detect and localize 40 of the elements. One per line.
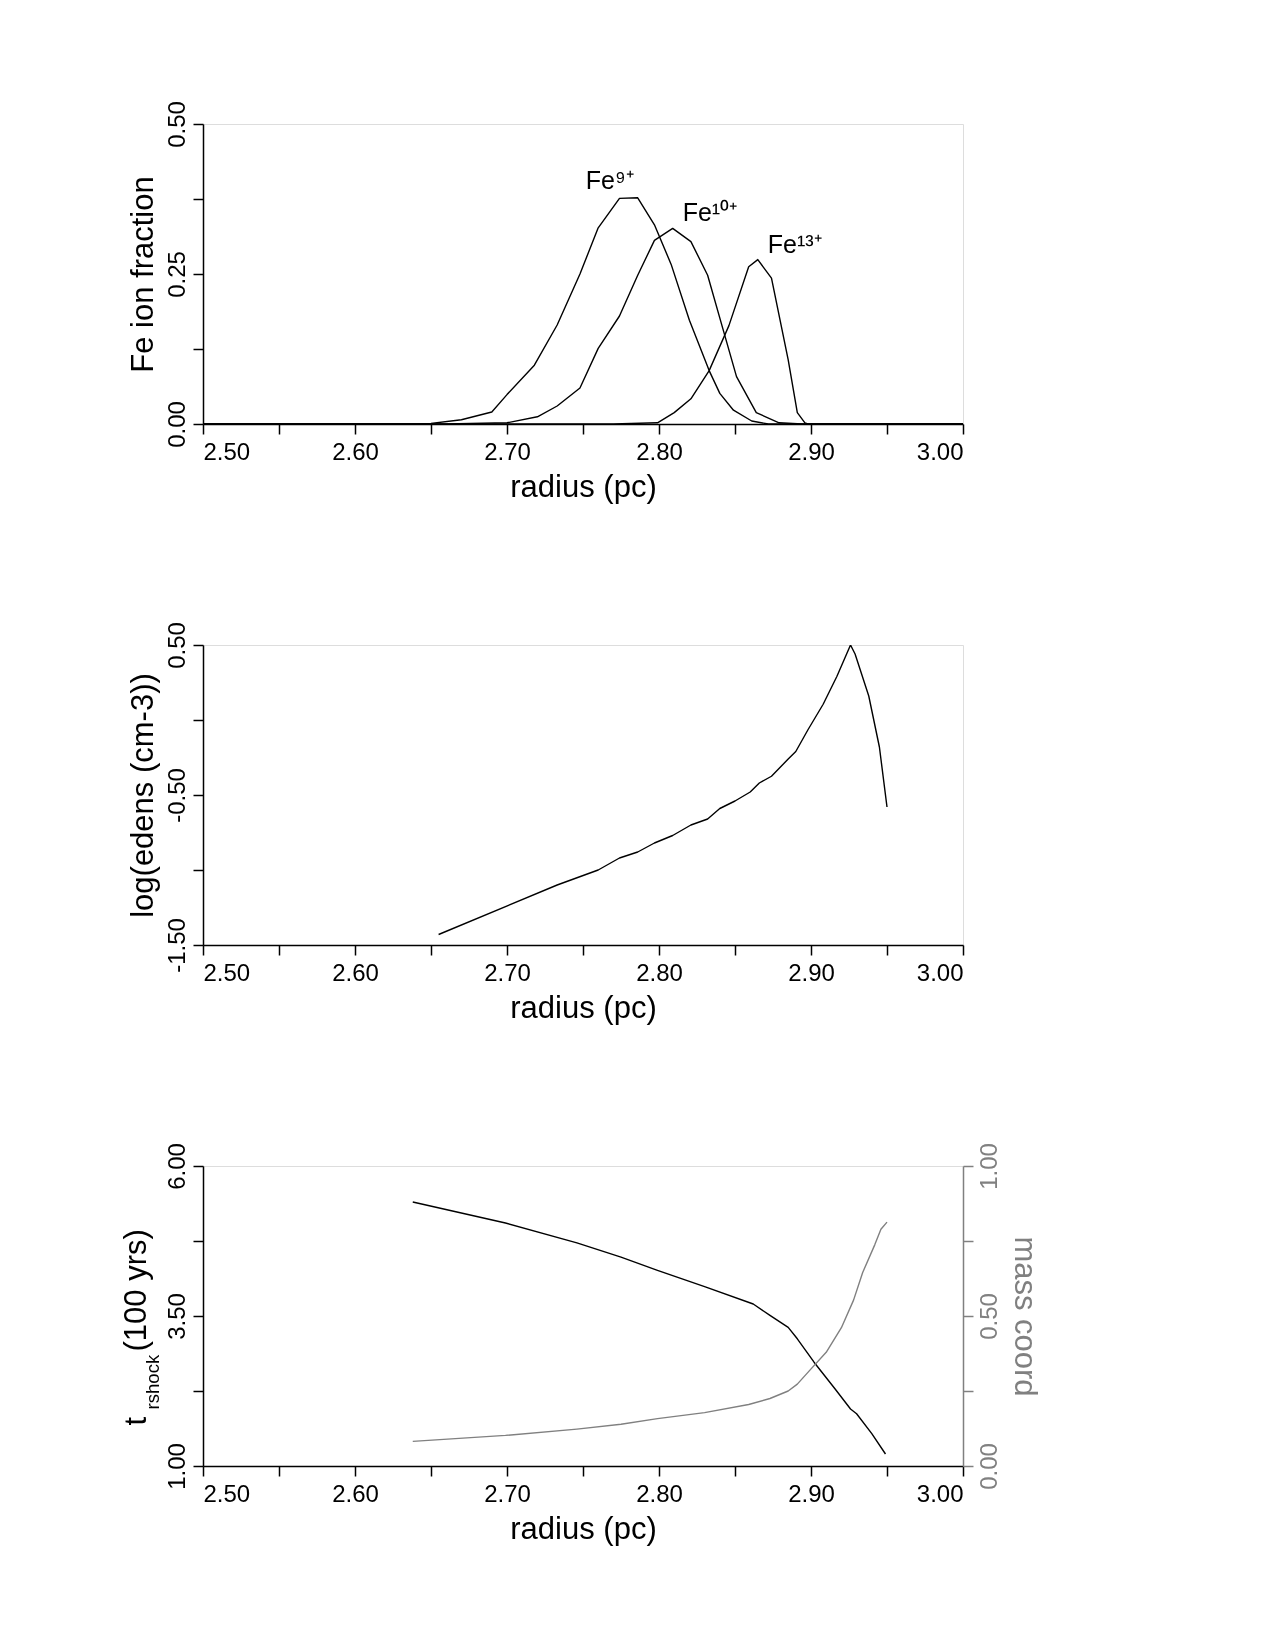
y-tick-label: 0.25	[162, 251, 190, 298]
x-axis-title: radius (pc)	[510, 1510, 657, 1546]
series-label: Fe⁹⁺	[585, 165, 634, 194]
y-tick-label: -1.50	[162, 918, 190, 973]
x-tick-label: 2.90	[788, 1479, 835, 1507]
y-tick-label: 3.50	[162, 1293, 190, 1340]
y-tick-label: 6.00	[162, 1143, 190, 1190]
y-axis-title: trshock(100 yrs)	[118, 1229, 163, 1426]
x-tick-label: 2.80	[636, 1479, 683, 1507]
series-label: Fe¹⁰⁺	[682, 198, 738, 227]
x-tick-label: 2.70	[484, 437, 531, 465]
x-tick-label: 2.70	[484, 1479, 531, 1507]
series-label: Fe¹³⁺	[767, 229, 822, 258]
x-tick-label: 2.90	[788, 958, 835, 986]
x-tick-label: 2.60	[332, 1479, 379, 1507]
y2-tick-label: 0.50	[974, 1293, 1002, 1340]
y-tick-label: 0.50	[162, 101, 190, 148]
x-tick-label: 2.50	[203, 958, 251, 986]
x-tick-label: 2.50	[203, 1479, 251, 1507]
x-tick-label: 2.60	[332, 437, 379, 465]
y2-tick-label: 0.00	[974, 1443, 1002, 1490]
y-tick-label: 0.50	[162, 622, 190, 669]
y2-tick-label: 1.00	[974, 1143, 1002, 1190]
y-axis-title: Fe ion fraction	[124, 176, 160, 373]
y2-axis-title: mass coord	[1007, 1236, 1043, 1397]
y-axis-title: log(edens (cm-3))	[124, 673, 160, 918]
x-tick-label: 2.90	[788, 437, 835, 465]
x-tick-label: 2.60	[332, 958, 379, 986]
x-tick-label: 3.00	[916, 958, 964, 986]
x-axis-title: radius (pc)	[510, 468, 657, 504]
x-tick-label: 2.80	[636, 437, 683, 465]
x-tick-label: 3.00	[916, 1479, 964, 1507]
y-tick-label: 1.00	[162, 1443, 190, 1490]
x-tick-label: 2.80	[636, 958, 683, 986]
x-axis-title: radius (pc)	[510, 989, 657, 1025]
x-tick-label: 2.70	[484, 958, 531, 986]
x-tick-label: 2.50	[203, 437, 251, 465]
y-tick-label: -0.50	[162, 768, 190, 823]
x-tick-label: 3.00	[916, 437, 964, 465]
y-tick-label: 0.00	[162, 401, 190, 448]
